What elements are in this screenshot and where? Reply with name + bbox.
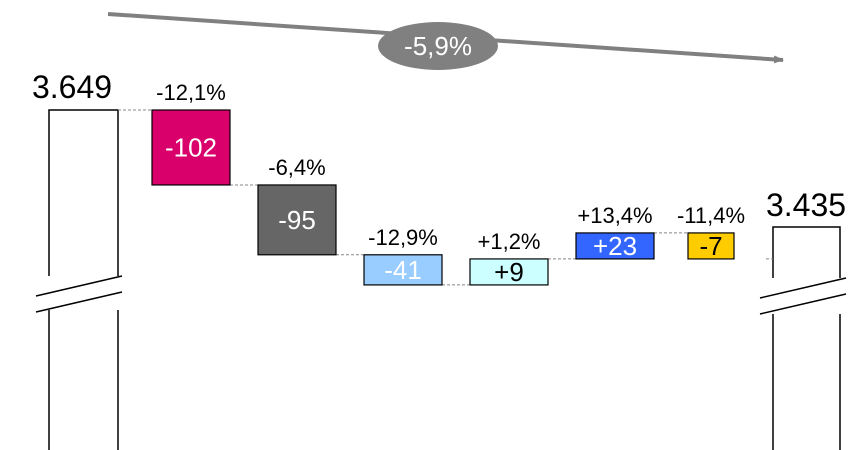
step-bar [575, 232, 655, 260]
step-percent-label: -12,1% [156, 80, 226, 105]
step-value-label: +9 [494, 257, 524, 287]
step-value-label: +23 [593, 231, 637, 261]
step-value-label: -95 [278, 205, 316, 235]
overall-change-oval [378, 22, 498, 70]
end-total-label: 3.435 [766, 187, 846, 223]
step-percent-label: -6,4% [268, 155, 325, 180]
step-value-label: -41 [384, 255, 422, 285]
step-value-label: -7 [699, 231, 722, 261]
step-percent-label: -11,4% [677, 203, 745, 228]
end-total-bar [759, 226, 847, 450]
step-bar [257, 184, 337, 256]
step-percent-label: +1,2% [478, 229, 541, 254]
start-total-label: 3.649 [32, 69, 112, 105]
step-percent-label: +13,4% [577, 203, 652, 228]
start-total-bar [35, 109, 123, 450]
step-value-label: -102 [165, 132, 217, 162]
step-bar [151, 109, 231, 186]
step-bar [363, 254, 443, 286]
step-bar [469, 258, 549, 286]
overall-change-label: -5,9% [404, 31, 472, 61]
step-bar [687, 232, 735, 260]
step-percent-label: -12,9% [368, 225, 438, 250]
